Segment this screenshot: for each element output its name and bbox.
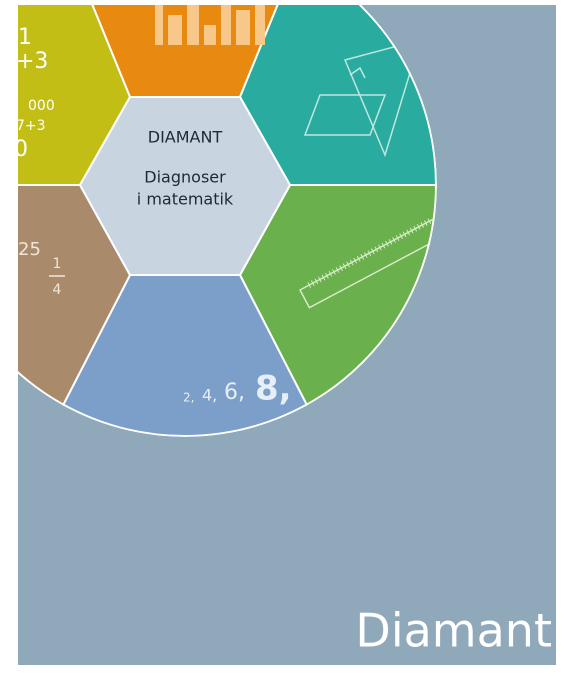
decor-text: 8, [255, 369, 292, 409]
decor-text: 25 [18, 239, 41, 260]
cover: 1 +3 000 7+3 0 25 1 4 2, 4, 6, 8, DIAMAN… [0, 0, 572, 680]
decor-text: 6, [224, 380, 245, 405]
decor-text: +3 [16, 49, 48, 74]
decor-text: 000 [28, 98, 55, 114]
decor-text: 2, [183, 391, 194, 405]
decor-text: 7+3 [16, 118, 46, 134]
cover-title: Diamant [355, 604, 552, 658]
decor-text: 4 [53, 282, 62, 298]
decor-text: 4, [202, 386, 217, 405]
decor-text: 0 [14, 137, 28, 162]
hexagon-line: Diagnoser [144, 168, 226, 187]
decor-text: 1 [53, 256, 62, 272]
hexagon-title: DIAMANT [148, 128, 223, 147]
page: 1 +3 000 7+3 0 25 1 4 2, 4, 6, 8, DIAMAN… [0, 0, 572, 680]
hexagon-line: i matematik [137, 190, 234, 209]
decor-text: 1 [18, 25, 32, 50]
